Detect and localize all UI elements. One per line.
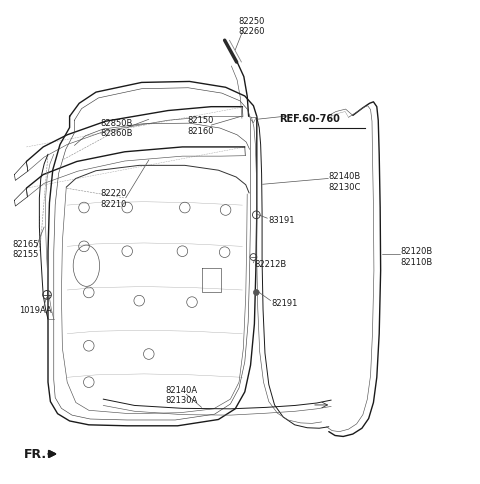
Text: FR.: FR.: [24, 448, 47, 460]
Circle shape: [253, 290, 259, 296]
Text: 82191: 82191: [271, 298, 298, 307]
Text: REF.60-760: REF.60-760: [279, 114, 340, 123]
Text: 82250
82260: 82250 82260: [239, 17, 265, 36]
Text: 82140A
82130A: 82140A 82130A: [166, 385, 198, 404]
Text: 82140B
82130C: 82140B 82130C: [329, 172, 361, 191]
Text: 82220
82210: 82220 82210: [101, 189, 127, 208]
Text: 82165
82155: 82165 82155: [12, 240, 38, 259]
Text: 82850B
82860B: 82850B 82860B: [101, 119, 133, 138]
Text: 82150
82160: 82150 82160: [187, 116, 214, 136]
Text: 82120B
82110B: 82120B 82110B: [401, 247, 433, 266]
Text: 82212B: 82212B: [254, 259, 287, 268]
Text: 1019AA: 1019AA: [19, 305, 52, 314]
Text: 83191: 83191: [269, 216, 295, 225]
